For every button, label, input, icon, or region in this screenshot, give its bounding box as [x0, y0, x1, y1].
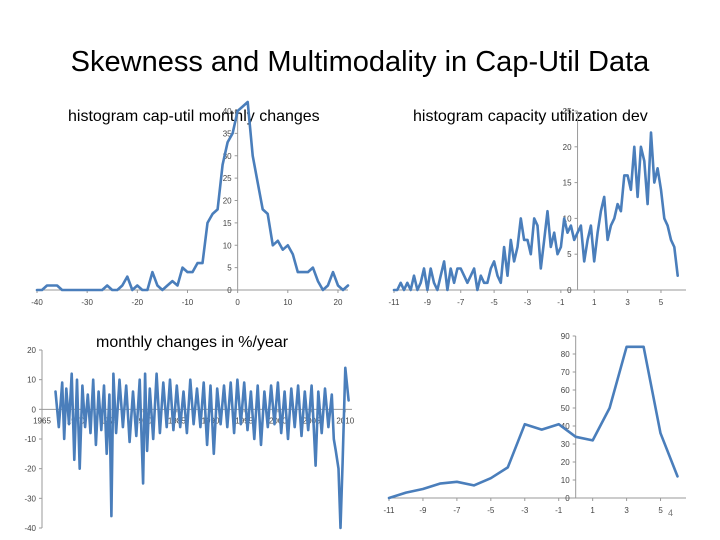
page-number: 4 — [668, 508, 674, 518]
chart3-y-tick-label: 0 — [32, 405, 37, 414]
chart4-x-tick-label: -1 — [555, 506, 563, 515]
chart3-x-tick-label: 2000 — [269, 416, 287, 425]
chart2-x-tick-label: -3 — [524, 298, 532, 307]
chart3-y-tick-label: -30 — [24, 494, 36, 503]
chart4-y-tick-label: 60 — [561, 386, 570, 395]
chart3-x-tick-label: 1965 — [33, 416, 51, 425]
chart4-x-tick-label: -7 — [453, 506, 461, 515]
chart4-y-tick-label: 90 — [561, 332, 570, 341]
chart4-series-line — [387, 345, 679, 500]
chart4-x-tick-label: -5 — [487, 506, 495, 515]
chart3-series-line — [54, 366, 350, 530]
chart1-x-tick-label: -30 — [81, 298, 93, 307]
chart1-y-tick-label: 20 — [223, 197, 232, 206]
chart2-x-tick-label: -7 — [457, 298, 465, 307]
chart2-series-line — [392, 131, 680, 292]
chart1-x-tick-label: -10 — [182, 298, 194, 307]
chart3-y-tick-label: -10 — [24, 435, 36, 444]
chart2-y-tick-label: 15 — [563, 179, 572, 188]
chart1-series-line — [35, 100, 350, 292]
chart2-x-tick-label: 5 — [659, 298, 664, 307]
chart3-y-tick-label: 10 — [27, 376, 36, 385]
chart2-y-tick-label: 25 — [563, 107, 572, 116]
chart2-y-tick-label: 5 — [567, 250, 572, 259]
chart4-x-tick-label: 5 — [658, 506, 663, 515]
chart1-x-tick-label: 0 — [235, 298, 240, 307]
slide-title: Skewness and Multimodality in Cap-Util D… — [70, 46, 650, 78]
chart3-x-tick-label: 1995 — [235, 416, 253, 425]
chart4-y-tick-label: 30 — [561, 440, 570, 449]
chart1-y-tick-label: 25 — [223, 174, 232, 183]
chart1-x-tick-label: -40 — [31, 298, 43, 307]
chart1-x-tick-label: 20 — [334, 298, 343, 307]
chart4-x-tick-label: -3 — [521, 506, 529, 515]
chart3-title: monthly changes in %/year — [96, 334, 289, 351]
chart4-x-tick-label: 3 — [624, 506, 629, 515]
chart2-y-tick-label: 0 — [567, 286, 572, 295]
chart3-y-tick-label: -20 — [24, 465, 36, 474]
chart1-y-tick-label: 35 — [223, 129, 232, 138]
chart4-x-tick-label: 1 — [590, 506, 595, 515]
chart1-y-tick-label: 10 — [223, 241, 232, 250]
chart4-y-tick-label: 10 — [561, 476, 570, 485]
chart2-x-tick-label: -11 — [389, 298, 401, 307]
chart1-y-tick-label: 5 — [227, 264, 232, 273]
chart2-y-tick-label: 10 — [563, 214, 572, 223]
chart4-y-tick-label: 0 — [565, 494, 570, 503]
chart1-y-tick-label: 30 — [223, 152, 232, 161]
chart2-title: histogram capacity utilization dev — [413, 108, 648, 125]
chart4-y-tick-label: 70 — [561, 368, 570, 377]
chart2-x-tick-label: -1 — [557, 298, 565, 307]
chart2-x-tick-label: -9 — [424, 298, 432, 307]
chart4-y-tick-label: 50 — [561, 404, 570, 413]
chart2-x-tick-label: 1 — [592, 298, 597, 307]
chart1-y-tick-label: 40 — [223, 107, 232, 116]
chart2-x-tick-label: 3 — [625, 298, 630, 307]
chart1-title: histogram cap-util monthly changes — [68, 108, 320, 125]
chart3-x-tick-label: 2010 — [336, 416, 354, 425]
chart3-y-tick-label: 20 — [27, 346, 36, 355]
chart2-x-tick-label: -5 — [491, 298, 499, 307]
chart3-x-tick-label: 1985 — [168, 416, 186, 425]
chart1-x-tick-label: -20 — [132, 298, 144, 307]
chart3-x-tick-label: 1990 — [202, 416, 220, 425]
chart4-x-tick-label: -9 — [419, 506, 427, 515]
chart4-y-tick-label: 40 — [561, 422, 570, 431]
chart1-x-tick-label: 10 — [283, 298, 292, 307]
chart4-y-tick-label: 20 — [561, 458, 570, 467]
chart4-y-tick-label: 80 — [561, 350, 570, 359]
chart4-x-tick-label: -11 — [384, 506, 396, 515]
chart3-y-tick-label: -40 — [24, 524, 36, 533]
chart2-y-tick-label: 20 — [563, 143, 572, 152]
chart1-y-tick-label: 15 — [223, 219, 232, 228]
chart3-x-tick-label: 2005 — [303, 416, 321, 425]
chart1-y-tick-label: 0 — [227, 286, 232, 295]
